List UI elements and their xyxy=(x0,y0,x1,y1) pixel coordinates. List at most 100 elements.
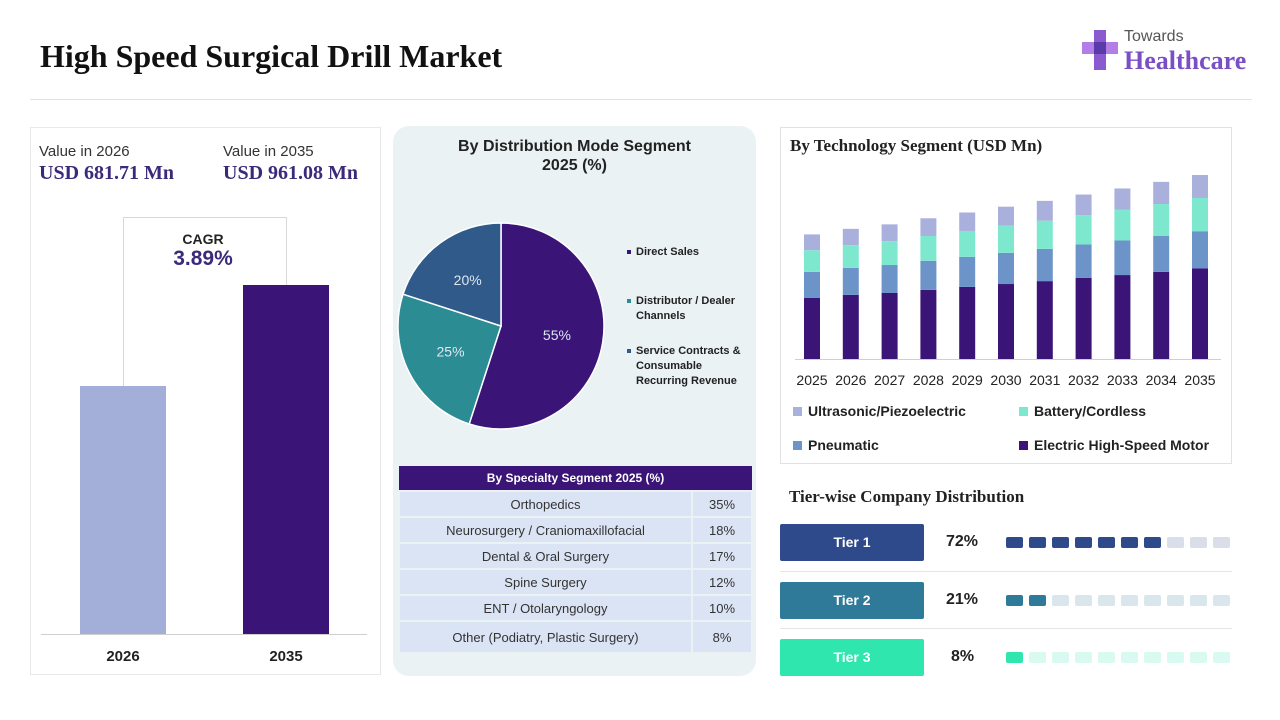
tick-label-2025: 2025 xyxy=(796,372,827,388)
page-title: High Speed Surgical Drill Market xyxy=(40,38,503,74)
cagr-value: 3.89% xyxy=(173,247,233,270)
bar-segment-ultrasonic-piezoelectric-2033 xyxy=(1114,188,1131,210)
bar-segment-battery-cordless-2027 xyxy=(881,241,898,266)
legend-battery: Battery/Cordless xyxy=(1019,403,1146,419)
cagr-label: CAGR xyxy=(182,231,224,247)
bar-segment-electric-high-speed-motor-2034 xyxy=(1153,271,1170,359)
tick-label-2034: 2034 xyxy=(1146,372,1177,388)
legend-text: Distributor / Dealer xyxy=(636,295,736,307)
specialty-name: Orthopedics xyxy=(398,490,693,518)
bar-segment-pneumatic-2030 xyxy=(998,252,1014,285)
tier-divider xyxy=(780,628,1232,629)
tier-progress-dot-empty xyxy=(1213,537,1230,548)
specialty-name: ENT / Otolaryngology xyxy=(398,594,693,622)
specialty-share: 12% xyxy=(691,568,753,596)
legend-marker xyxy=(627,299,631,303)
specialty-name: Dental & Oral Surgery xyxy=(398,542,693,570)
table-row: ENT / Otolaryngology 10% xyxy=(398,594,753,622)
tier-progress-dot-empty xyxy=(1098,652,1115,663)
tier-progress-dot-filled xyxy=(1006,652,1023,663)
value-2035-label: Value in 2035 xyxy=(223,143,314,160)
tier-3-label: Tier 3 xyxy=(780,639,924,676)
legend-swatch xyxy=(793,441,802,450)
legend-marker xyxy=(627,349,631,353)
technology-panel: By Technology Segment (USD Mn) 2025 2026 2… xyxy=(780,127,1232,464)
tick-label-2027: 2027 xyxy=(874,372,905,388)
bar-segment-pneumatic-2027 xyxy=(881,265,898,294)
bar-segment-electric-high-speed-motor-2029 xyxy=(959,286,976,359)
table-row: Neurosurgery / Craniomaxillofacial 18% xyxy=(398,516,753,544)
legend-service-contracts: Service Contracts & Consumable Recurring… xyxy=(627,344,752,389)
bar-segment-electric-high-speed-motor-2027 xyxy=(881,293,898,359)
legend-text: Consumable xyxy=(636,360,703,372)
bar-segment-battery-cordless-2030 xyxy=(998,225,1014,253)
tier-1-percent: 72% xyxy=(946,533,979,550)
specialty-name: Neurosurgery / Craniomaxillofacial xyxy=(398,516,693,544)
pie-data-label: 25% xyxy=(437,344,465,360)
tier-progress-dot-filled xyxy=(1052,537,1069,548)
bar-segment-battery-cordless-2032 xyxy=(1075,215,1092,245)
bar-segment-pneumatic-2025 xyxy=(804,271,820,298)
legend-swatch xyxy=(793,407,802,416)
tick-label-2031: 2031 xyxy=(1029,372,1060,388)
tier-progress-dot-empty xyxy=(1075,595,1092,606)
pie-title-line1: By Distribution Mode Segment xyxy=(458,138,691,155)
pie-title-line2: 2025 (%) xyxy=(542,157,607,174)
tier-progress-dot-empty xyxy=(1029,652,1046,663)
distribution-panel: By Distribution Mode Segment 2025 (%) 55… xyxy=(393,126,756,676)
bar-segment-battery-cordless-2025 xyxy=(804,250,820,272)
tier-progress-dot-filled xyxy=(1144,537,1161,548)
legend-text: Battery/Cordless xyxy=(1034,403,1147,419)
tier-progress-dot-empty xyxy=(1190,537,1207,548)
value-2026: USD 681.71 Mn xyxy=(39,162,175,184)
tier-progress-dot-empty xyxy=(1144,652,1161,663)
tier-1-label: Tier 1 xyxy=(780,524,924,561)
bar-segment-ultrasonic-piezoelectric-2025 xyxy=(804,234,820,251)
bar-segment-battery-cordless-2029 xyxy=(959,230,976,257)
tier-divider xyxy=(780,571,1232,572)
bar-segment-pneumatic-2026 xyxy=(842,267,859,295)
bar-segment-electric-high-speed-motor-2031 xyxy=(1036,281,1053,359)
tier-progress-dot-empty xyxy=(1167,537,1184,548)
legend-electric-motor: Electric High-Speed Motor xyxy=(1019,437,1209,453)
bar-segment-battery-cordless-2031 xyxy=(1036,220,1053,249)
bar-segment-battery-cordless-2034 xyxy=(1153,204,1170,236)
value-2026-label: Value in 2026 xyxy=(39,143,130,160)
tier-progress-dot-empty xyxy=(1167,652,1184,663)
tick-label-2026: 2026 xyxy=(835,372,866,388)
legend-text: Ultrasonic/Piezoelectric xyxy=(808,403,966,419)
legend-ultrasonic: Ultrasonic/Piezoelectric xyxy=(793,403,966,419)
tier-section-title: Tier-wise Company Distribution xyxy=(789,487,1025,506)
tier-progress-dot-empty xyxy=(1144,595,1161,606)
tier-progress-dot-filled xyxy=(1029,537,1046,548)
legend-swatch xyxy=(1019,407,1028,416)
table-row: Orthopedics 35% xyxy=(398,490,753,518)
bar-segment-electric-high-speed-motor-2033 xyxy=(1114,275,1131,359)
header-divider xyxy=(30,99,1252,100)
tier-progress-dot-filled xyxy=(1006,595,1023,606)
bar-segment-ultrasonic-piezoelectric-2027 xyxy=(881,224,898,242)
bar-segment-electric-high-speed-motor-2035 xyxy=(1192,268,1208,359)
tier-3-percent: 8% xyxy=(951,648,975,665)
bar-segment-battery-cordless-2026 xyxy=(842,245,859,268)
bar-segment-electric-high-speed-motor-2030 xyxy=(998,284,1014,359)
pie-slice-distributor xyxy=(397,293,502,425)
tier-progress-dot-filled xyxy=(1029,595,1046,606)
pie-data-label: 20% xyxy=(454,272,482,288)
table-row: Dental & Oral Surgery 17% xyxy=(398,542,753,570)
specialty-name: Other (Podiatry, Plastic Surgery) xyxy=(398,620,693,654)
specialty-table: By Specialty Segment 2025 (%) Orthopedic… xyxy=(398,466,753,654)
tick-label-2033: 2033 xyxy=(1107,372,1138,388)
brand-logo: Towards Healthcare xyxy=(1080,26,1260,82)
tier-progress-dot-filled xyxy=(1075,537,1092,548)
tier-progress-dot-empty xyxy=(1052,595,1069,606)
market-value-panel: Value in 2026 USD 681.71 Mn Value in 203… xyxy=(30,127,381,675)
legend-pneumatic: Pneumatic xyxy=(793,437,879,453)
tier-progress-dot-empty xyxy=(1213,652,1230,663)
specialty-share: 35% xyxy=(691,490,753,518)
technology-stacked-bar-chart: 2025 2026 2027 2028 2029 2030 2031 2032 2033 2034… xyxy=(795,175,1221,388)
legend-text: Electric High-Speed Motor xyxy=(1034,437,1210,453)
tick-label-2035: 2035 xyxy=(269,648,303,665)
tier-progress-dot-filled xyxy=(1006,537,1023,548)
tier-progress-dot-filled xyxy=(1098,537,1115,548)
